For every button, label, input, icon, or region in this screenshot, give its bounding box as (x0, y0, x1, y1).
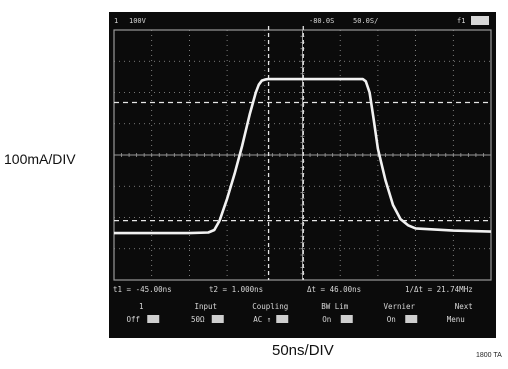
t1-readout: t1 = -45.00ns (113, 285, 172, 294)
time-cursors (267, 26, 304, 280)
softkey-0[interactable]: 1 Off (126, 302, 160, 324)
softkey-title: BW Lim (321, 302, 349, 311)
softkey-indicator (340, 315, 353, 323)
inverse-delta-t-readout: 1/Δt = 21.74MHz (405, 285, 473, 294)
softkey-indicator (147, 315, 160, 323)
softkey-title: Vernier (383, 302, 415, 311)
softkey-value: AC ↑ (253, 315, 271, 324)
channel-number: 1 (114, 17, 118, 25)
softkey-value: 50Ω (191, 315, 205, 324)
softkey-title: Next (455, 302, 473, 311)
t2-readout: t2 = 1.000ns (209, 285, 263, 294)
softkey-menu[interactable]: 1 Off Input 50Ω Coupling AC ↑ BW Lim On Vernier O… (126, 302, 472, 324)
oscilloscope-screen: 1 100V -80.0S 50.0S/ f1 t1 = -45.00ns t2… (109, 12, 496, 338)
softkey-value: Menu (447, 315, 465, 324)
figure-id: 1800 TA (476, 352, 502, 359)
waveform-trace (114, 77, 492, 235)
trigger-readout: f1 (457, 17, 465, 25)
y-axis-label: 100mA/DIV (4, 151, 76, 167)
softkey-indicator (405, 315, 418, 323)
softkey-3[interactable]: BW Lim On (321, 302, 353, 324)
softkey-value: Off (126, 315, 140, 324)
softkey-value: On (387, 315, 396, 324)
delta-t-readout: Δt = 46.00ns (307, 285, 361, 294)
cursor-readout: t1 = -45.00ns t2 = 1.000ns Δt = 46.00ns … (113, 285, 473, 294)
x-axis-label: 50ns/DIV (272, 342, 334, 359)
softkey-4[interactable]: Vernier On (383, 302, 418, 324)
softkey-indicator (276, 315, 289, 323)
timebase-readout: 50.0S/ (353, 17, 378, 25)
softkey-indicator (211, 315, 224, 323)
softkey-value: On (322, 315, 331, 324)
softkey-1[interactable]: Input 50Ω (191, 302, 224, 324)
softkey-title: Coupling (252, 302, 288, 311)
graticule (113, 29, 492, 281)
softkey-5[interactable]: Next Menu (447, 302, 473, 324)
volts-per-div-readout: 100V (129, 17, 147, 25)
softkey-title: 1 (139, 302, 144, 311)
softkey-title: Input (194, 302, 217, 311)
run-indicator (471, 16, 489, 25)
softkey-2[interactable]: Coupling AC ↑ (252, 302, 288, 324)
delay-readout: -80.0S (309, 17, 334, 25)
top-status-bar: 1 100V -80.0S 50.0S/ f1 (114, 16, 489, 25)
